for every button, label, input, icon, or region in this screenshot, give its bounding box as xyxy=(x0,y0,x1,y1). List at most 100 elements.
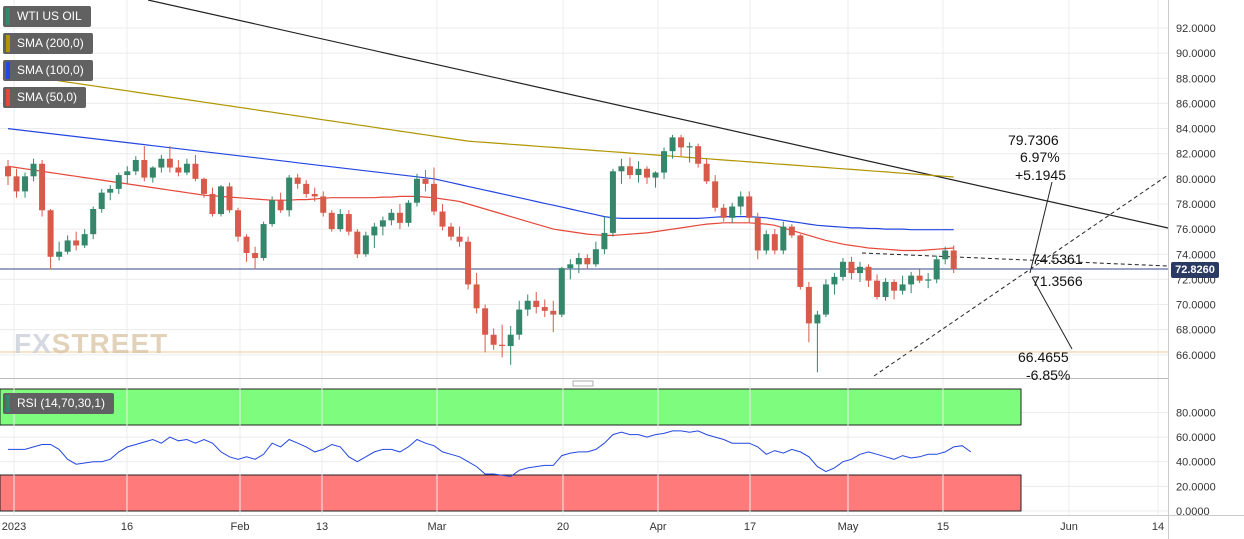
candle-body xyxy=(814,314,821,324)
panel-resize-handle[interactable] xyxy=(572,380,594,387)
candle-body xyxy=(64,240,71,252)
annotation-lower-target: 66.4655 xyxy=(1018,349,1069,365)
rsi-zones xyxy=(0,388,1022,512)
time-tick-label: 14 xyxy=(1152,521,1164,533)
candle-body xyxy=(413,178,420,203)
candle-body xyxy=(831,276,838,285)
annotation-lower-pct: -6.85% xyxy=(1026,367,1070,383)
rsi-swatch xyxy=(6,395,10,412)
time-tick-label: 15 xyxy=(937,521,949,533)
price-tick-label: 70.0000 xyxy=(1176,300,1216,312)
sma-lines xyxy=(7,72,954,252)
candle-body xyxy=(644,168,650,178)
candle-body xyxy=(788,226,795,236)
candle-body xyxy=(39,163,46,211)
rsi-tick-label: 20.0000 xyxy=(1176,481,1216,493)
candle-body xyxy=(507,334,514,347)
candle-body xyxy=(524,300,531,310)
legend-instrument[interactable]: WTI US OIL xyxy=(3,6,91,27)
candle-body xyxy=(942,250,949,260)
candle-body xyxy=(337,214,344,230)
candle-body xyxy=(822,284,829,315)
candles xyxy=(5,134,957,373)
rsi-line xyxy=(8,430,972,478)
candle-body xyxy=(490,334,497,345)
candle-body xyxy=(473,284,480,309)
candle-body xyxy=(678,137,685,148)
candle-body xyxy=(218,186,224,215)
time-tick-label: 20 xyxy=(557,521,569,533)
candle-body xyxy=(609,171,616,233)
candle-body xyxy=(635,168,642,176)
candle-body xyxy=(73,240,80,246)
candle-body xyxy=(269,200,276,225)
trendlines xyxy=(147,0,1169,377)
target-pointer-lower xyxy=(1031,276,1073,350)
candle-body xyxy=(448,226,455,237)
candle-body xyxy=(874,280,881,297)
candle-body xyxy=(575,258,582,265)
candle-body xyxy=(354,231,361,255)
candle-body xyxy=(396,212,403,223)
candle-body xyxy=(243,236,250,254)
candle-body xyxy=(90,209,97,235)
candle-body xyxy=(141,159,148,178)
time-tick-label: Jun xyxy=(1060,521,1078,533)
price-tick-label: 86.0000 xyxy=(1176,98,1216,110)
candle-body xyxy=(933,259,940,280)
legend-sma100[interactable]: SMA (100,0) xyxy=(3,60,93,81)
price-axis: 92.0000 90.0000 88.0000 86.0000 84.0000 82.00… xyxy=(1176,23,1216,362)
legend-sma50[interactable]: SMA (50,0) xyxy=(3,87,87,108)
candle-body xyxy=(379,220,386,227)
candle-body xyxy=(618,166,625,172)
candle-body xyxy=(848,261,855,274)
legend-sma200[interactable]: SMA (200,0) xyxy=(3,33,93,54)
candle-body xyxy=(260,224,267,259)
price-tick-label: 90.0000 xyxy=(1176,48,1216,60)
descending-trendline xyxy=(147,0,1169,229)
legend-instrument-label: WTI US OIL xyxy=(17,9,82,23)
candle-body xyxy=(431,183,437,212)
annotation-upper-diff: +5.1945 xyxy=(1015,167,1066,183)
legend-rsi[interactable]: RSI (14,70,30,1) xyxy=(3,393,115,414)
legend-rsi-label: RSI (14,70,30,1) xyxy=(17,396,106,410)
candle-body xyxy=(925,279,932,281)
candle-body xyxy=(328,212,335,230)
instrument-swatch xyxy=(6,8,10,25)
projection-annotations: 79.7306 6.97% +5.1945 74.5361 71.3566 66… xyxy=(1008,132,1083,383)
annotation-resistance: 74.5361 xyxy=(1032,251,1083,267)
candle-body xyxy=(771,234,778,251)
candle-body xyxy=(754,217,761,251)
candle-body xyxy=(729,206,736,218)
candle-body xyxy=(226,186,233,211)
candle-body xyxy=(294,177,301,184)
candle-body xyxy=(345,214,352,232)
target-pointer-upper xyxy=(1029,181,1053,274)
candle-body xyxy=(200,178,207,194)
candle-body xyxy=(652,172,659,178)
rsi-overbought-zone xyxy=(0,388,1022,426)
price-tick-label: 68.0000 xyxy=(1176,325,1216,337)
candle-body xyxy=(235,210,242,237)
candle-body xyxy=(720,207,727,218)
candle-body xyxy=(405,202,412,223)
candle-body xyxy=(712,181,719,208)
candle-body xyxy=(362,235,369,255)
candle-body xyxy=(661,151,668,173)
candle-body xyxy=(533,300,540,308)
candle-body xyxy=(303,183,310,194)
time-tick-label: 13 xyxy=(316,521,328,533)
candle-body xyxy=(465,241,472,285)
sma100-swatch xyxy=(6,62,10,79)
time-axis: 2023 16 Feb 13 Mar 20 Apr 17 May 15 Jun 14 xyxy=(2,521,1164,533)
candle-body xyxy=(30,163,37,177)
candle-body xyxy=(695,146,702,164)
candle-body xyxy=(916,275,923,281)
price-tick-label: 84.0000 xyxy=(1176,124,1216,136)
candle-body xyxy=(132,159,139,172)
candle-body xyxy=(277,200,284,211)
legend-sma50-label: SMA (50,0) xyxy=(17,90,78,104)
candle-body xyxy=(371,226,378,236)
